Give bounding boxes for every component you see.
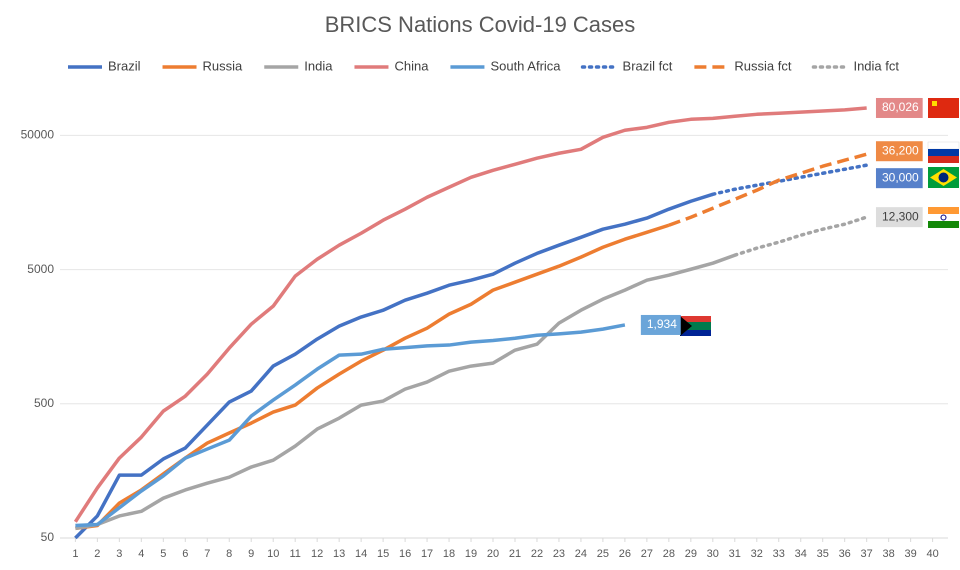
x-tick-label: 31 xyxy=(729,548,741,560)
legend-label: Russia fct xyxy=(734,58,791,73)
y-tick-label: 5000 xyxy=(27,262,54,276)
x-tick-label: 11 xyxy=(289,548,300,560)
x-tick-label: 34 xyxy=(795,548,807,560)
legend-label: Brazil xyxy=(108,58,141,73)
legend-item: Brazil fct xyxy=(580,58,673,73)
series-line xyxy=(75,323,626,528)
flag-india xyxy=(928,207,959,228)
value-label-text: 12,300 xyxy=(882,209,919,223)
x-tick-label: 29 xyxy=(685,548,697,560)
x-tick-label: 35 xyxy=(817,548,829,560)
y-tick-label: 500 xyxy=(34,396,54,410)
y-tick-label: 50000 xyxy=(21,128,55,142)
value-label-text: 36,200 xyxy=(882,143,919,157)
legend-item: Russia fct xyxy=(694,58,792,73)
x-tick-label: 18 xyxy=(443,548,455,560)
x-tick-label: 40 xyxy=(926,548,938,560)
value-label-text: 1,934 xyxy=(647,317,677,331)
legend-label: India fct xyxy=(853,58,899,73)
value-label-box xyxy=(875,141,923,162)
legend-item: Russia xyxy=(162,58,244,73)
x-tick-label: 12 xyxy=(311,548,323,560)
x-tick-label: 8 xyxy=(226,548,232,560)
value-label-box xyxy=(875,97,923,118)
grid xyxy=(60,134,948,539)
series-line xyxy=(75,253,736,531)
legend-label: India xyxy=(304,58,333,73)
value-label-text: 30,000 xyxy=(882,170,919,184)
x-tick-label: 16 xyxy=(399,548,411,560)
chart-title: BRICS Nations Covid-19 Cases xyxy=(325,12,636,37)
x-tick-label: 2 xyxy=(94,548,100,560)
legend-item: India fct xyxy=(811,58,899,73)
legend-item: Brazil xyxy=(68,58,141,73)
value-label: 30,000 xyxy=(875,168,923,189)
x-tick-label: 7 xyxy=(204,548,210,560)
x-tick-label: 6 xyxy=(182,548,188,560)
x-tick-label: 3 xyxy=(116,548,122,560)
value-label-text: 80,026 xyxy=(882,100,919,114)
legend-item: China xyxy=(354,58,429,73)
x-tick-label: 14 xyxy=(355,548,367,560)
value-label: 36,200 xyxy=(875,141,923,162)
x-tick-label: 4 xyxy=(138,548,144,560)
x-tick-label: 15 xyxy=(377,548,389,560)
value-label: 80,026 xyxy=(875,97,923,118)
x-tick-label: 9 xyxy=(248,548,254,560)
x-tick-label: 22 xyxy=(531,548,543,560)
series-line xyxy=(73,106,867,523)
legend-label: China xyxy=(394,58,429,73)
x-tick-label: 23 xyxy=(553,548,565,560)
legend-item: South Africa xyxy=(450,58,561,73)
series-line xyxy=(75,223,670,531)
flag-russia xyxy=(927,141,960,163)
x-tick-label: 17 xyxy=(421,548,433,560)
x-tick-label: 19 xyxy=(465,548,477,560)
series-line xyxy=(711,163,869,197)
legend-label: South Africa xyxy=(490,58,561,73)
x-tick-label: 27 xyxy=(641,548,653,560)
x-tick-label: 28 xyxy=(663,548,675,560)
x-tick-label: 10 xyxy=(267,548,279,560)
x-tick-label: 24 xyxy=(575,548,587,560)
flag-south-africa xyxy=(680,316,711,336)
x-tick-label: 39 xyxy=(905,548,917,560)
x-tick-label: 38 xyxy=(883,548,895,560)
flag-brazil xyxy=(928,167,959,188)
series-line xyxy=(668,152,868,227)
x-tick-label: 33 xyxy=(773,548,785,560)
y-tick-label: 50 xyxy=(41,530,55,544)
flags xyxy=(680,98,960,336)
value-label-box xyxy=(875,207,923,228)
x-tick-label: 25 xyxy=(597,548,609,560)
legend-label: Brazil fct xyxy=(623,58,673,73)
series-line xyxy=(733,215,869,257)
x-tick-label: 26 xyxy=(619,548,631,560)
x-tick-label: 21 xyxy=(509,548,521,560)
x-tick-label: 20 xyxy=(487,548,499,560)
x-tick-label: 5 xyxy=(160,548,166,560)
x-tick-label: 30 xyxy=(707,548,719,560)
value-label-box xyxy=(875,168,923,189)
legend-item: India xyxy=(264,58,333,73)
legend-label: Russia xyxy=(203,58,244,73)
value-label: 1,934 xyxy=(640,314,681,335)
x-tick-label: 36 xyxy=(839,548,851,560)
value-label-box xyxy=(640,314,681,335)
flag-china xyxy=(928,98,959,118)
x-tick-label: 13 xyxy=(333,548,345,560)
x-tick-label: 32 xyxy=(751,548,763,560)
value-label: 12,300 xyxy=(875,207,923,228)
x-tick-label: 1 xyxy=(72,548,78,560)
x-tick-label: 37 xyxy=(861,548,873,560)
series-line xyxy=(74,192,714,540)
